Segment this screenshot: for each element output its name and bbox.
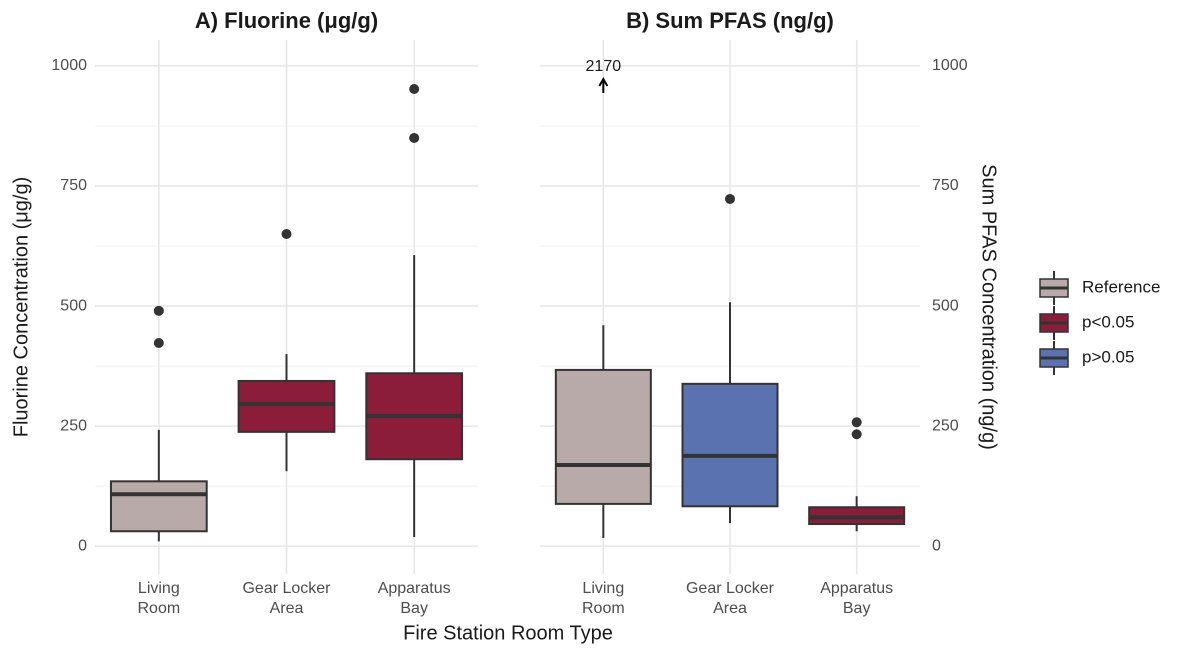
outlier (409, 132, 420, 143)
outlier (153, 305, 164, 316)
y-axis-title: Sum PFAS Concentration (ng/g) (978, 164, 1000, 450)
y-tick-label: 0 (78, 537, 87, 554)
outlier (851, 417, 862, 428)
box (237, 379, 336, 433)
x-tick-label: Living Room (582, 580, 625, 617)
outlier (851, 429, 862, 440)
x-tick-label: Gear Locker Area (242, 580, 331, 617)
outlier (409, 83, 420, 94)
y-axis-title: Fluorine Concentration (μg/g) (10, 177, 32, 438)
box (109, 480, 208, 533)
legend-label: p<0.05 (1082, 312, 1134, 331)
x-tick-label: Gear Locker Area (686, 580, 775, 617)
x-tick-label: Apparatus Bay (378, 580, 451, 617)
box (681, 382, 779, 508)
y-tick-label: 750 (60, 177, 87, 194)
box (554, 368, 652, 505)
outlier-arrow (598, 76, 609, 93)
x-tick-label: Apparatus Bay (820, 580, 893, 617)
x-tick-label: Living Room (137, 580, 180, 617)
y-tick-label: 250 (60, 417, 87, 434)
legend-label: Reference (1082, 277, 1160, 296)
y-tick-label: 500 (60, 297, 87, 314)
outlier (153, 338, 164, 349)
outlier-label: 2170 (586, 58, 622, 75)
y-tick-label: 0 (932, 537, 941, 554)
y-tick-label: 750 (932, 177, 959, 194)
y-tick-label: 1000 (932, 57, 968, 74)
x-axis-title: Fire Station Room Type (403, 622, 613, 644)
panel-title: B) Sum PFAS (ng/g) (626, 8, 834, 33)
legend-label: p>0.05 (1082, 347, 1134, 366)
outlier (725, 193, 735, 204)
y-tick-label: 500 (932, 297, 959, 314)
y-tick-label: 250 (932, 417, 959, 434)
panel-title: A) Fluorine (μg/g) (195, 8, 378, 33)
y-tick-label: 1000 (51, 57, 87, 74)
outlier (281, 229, 292, 240)
